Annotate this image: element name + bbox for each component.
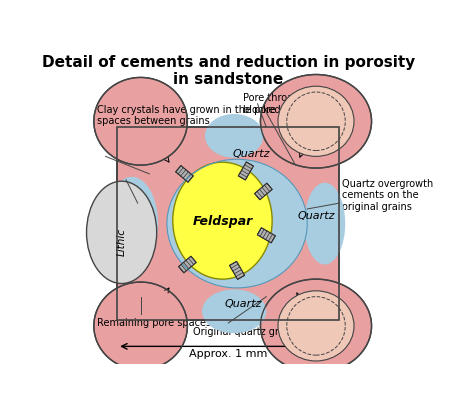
Bar: [117, 128, 339, 320]
Text: Detail of cements and reduction in porosity
in sandstone: Detail of cements and reduction in poros…: [42, 55, 415, 87]
Text: Quartz: Quartz: [297, 210, 335, 220]
Ellipse shape: [87, 182, 157, 284]
Ellipse shape: [205, 115, 264, 158]
Ellipse shape: [173, 163, 272, 279]
Text: Quartz: Quartz: [233, 149, 271, 159]
Text: Feldspar: Feldspar: [192, 215, 253, 228]
Ellipse shape: [94, 78, 187, 166]
Ellipse shape: [167, 160, 307, 288]
Polygon shape: [176, 166, 193, 183]
Ellipse shape: [304, 183, 345, 265]
Polygon shape: [257, 228, 275, 243]
Text: Quartz overgrowth
cements on the
original grains: Quartz overgrowth cements on the origina…: [342, 178, 434, 211]
Ellipse shape: [106, 178, 158, 271]
Ellipse shape: [202, 290, 266, 333]
Ellipse shape: [94, 282, 187, 370]
Ellipse shape: [261, 75, 372, 169]
Text: Approx. 1 mm: Approx. 1 mm: [189, 348, 267, 358]
Polygon shape: [255, 184, 272, 200]
Text: Pore throats partly
blocked by cements: Pore throats partly blocked by cements: [243, 93, 341, 115]
Text: Clay crystals have grown in the pore
spaces between grains: Clay crystals have grown in the pore spa…: [97, 104, 276, 126]
Ellipse shape: [278, 291, 354, 361]
Text: Quartz: Quartz: [224, 298, 262, 308]
Polygon shape: [238, 162, 254, 180]
Ellipse shape: [278, 87, 354, 157]
Text: Remaining pore spaces: Remaining pore spaces: [97, 317, 211, 327]
Text: Original quartz grain boundary: Original quartz grain boundary: [193, 326, 344, 336]
Ellipse shape: [261, 279, 372, 373]
Polygon shape: [179, 256, 196, 273]
Bar: [117, 128, 339, 320]
Polygon shape: [229, 262, 245, 280]
Text: Lithic: Lithic: [117, 227, 127, 256]
